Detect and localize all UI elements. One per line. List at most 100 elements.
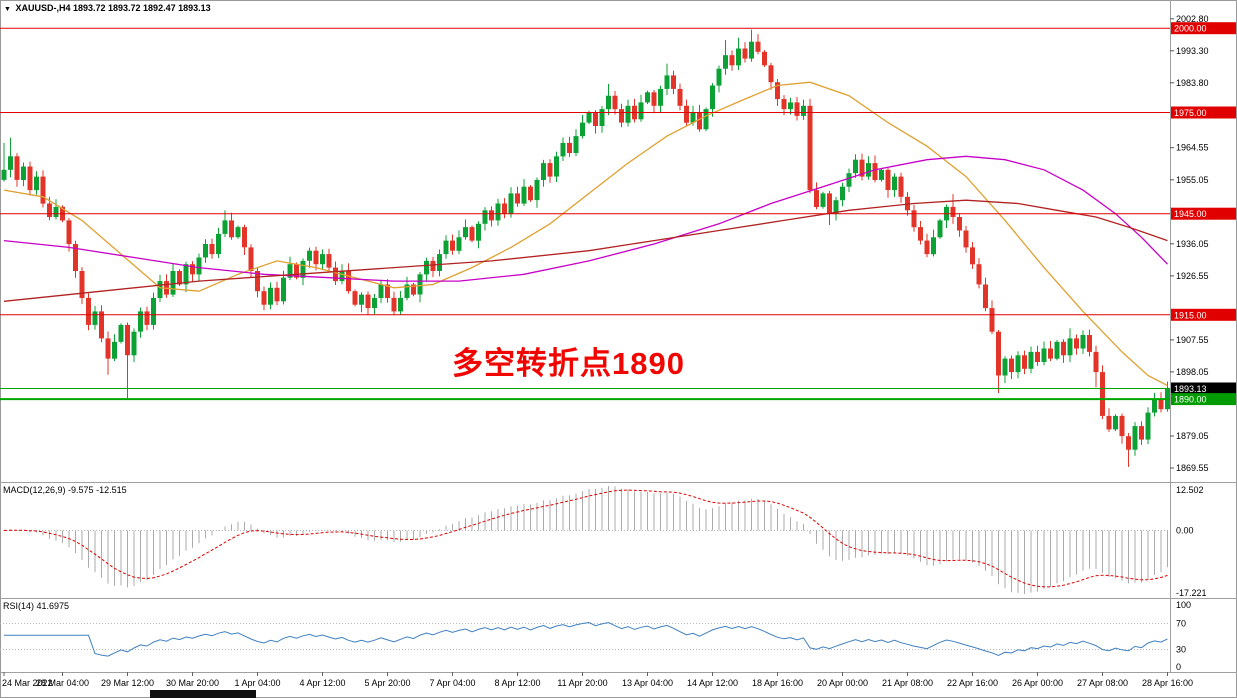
candle xyxy=(768,65,774,83)
candle xyxy=(840,186,845,201)
candle xyxy=(781,99,787,110)
candle xyxy=(567,142,572,153)
time-axis-label: 5 Apr 20:00 xyxy=(364,678,410,688)
time-axis-label: 8 Apr 12:00 xyxy=(494,678,540,688)
candle xyxy=(749,41,754,59)
rsi-axis-label: 70 xyxy=(1176,619,1186,629)
price-axis-label: 1955.05 xyxy=(1176,175,1209,185)
candle xyxy=(151,297,156,325)
candle xyxy=(593,112,598,126)
candle xyxy=(8,156,13,170)
chart-header: ▼ XAUUSD-,H4 1893.72 1893.72 1892.47 189… xyxy=(4,3,211,13)
time-axis-label: 28 Apr 16:00 xyxy=(1142,678,1193,688)
svg-text:2000.00: 2000.00 xyxy=(1174,24,1207,34)
macd-axis-label: -17.221 xyxy=(1176,588,1207,598)
candle xyxy=(1152,399,1157,413)
candle xyxy=(931,237,936,255)
candle xyxy=(352,291,358,305)
price-flag: 1890.00 xyxy=(1171,393,1236,406)
candle xyxy=(872,163,878,180)
rsi-title-label: RSI(14) xyxy=(3,601,35,611)
candle xyxy=(222,220,228,234)
candle xyxy=(898,176,904,197)
bottom-dark-strip xyxy=(150,690,256,698)
candle xyxy=(547,163,553,177)
time-axis-label: 1 Apr 04:00 xyxy=(234,678,280,688)
candle xyxy=(385,284,390,298)
candle xyxy=(131,331,137,356)
candle xyxy=(346,271,351,292)
candle xyxy=(287,264,293,278)
candle xyxy=(1015,355,1021,373)
time-axis-label: 22 Apr 16:00 xyxy=(947,678,998,688)
candle xyxy=(1061,341,1066,356)
candle xyxy=(183,264,189,285)
candle xyxy=(846,173,852,187)
candle xyxy=(196,257,202,275)
candle xyxy=(918,227,923,241)
candle xyxy=(235,227,241,238)
price-flag: 2000.00 xyxy=(1171,22,1236,35)
price-flag: 1975.00 xyxy=(1171,106,1236,119)
candle xyxy=(801,105,806,116)
candle xyxy=(1035,351,1040,362)
candle xyxy=(989,308,995,332)
candle xyxy=(391,297,397,312)
candle xyxy=(762,51,767,66)
price-axis-label: 1869.55 xyxy=(1176,463,1209,473)
candle xyxy=(619,109,624,123)
candle xyxy=(625,105,631,123)
candle xyxy=(664,75,670,89)
fast-ma-line xyxy=(3,81,1168,387)
chevron-down-icon[interactable]: ▼ xyxy=(4,6,11,13)
price-flag: 1945.00 xyxy=(1171,207,1236,220)
candle xyxy=(814,190,819,207)
time-axis-label: 20 Apr 00:00 xyxy=(817,678,868,688)
candle xyxy=(521,186,527,204)
price-axis-label: 1898.05 xyxy=(1176,367,1209,377)
candle xyxy=(1080,335,1086,349)
macd-axis-label: 12.502 xyxy=(1176,485,1204,495)
candle xyxy=(495,203,501,221)
candle xyxy=(430,260,436,271)
candle xyxy=(1048,348,1053,359)
symbol-period-label: XAUUSD-,H4 xyxy=(15,3,71,13)
candle xyxy=(482,210,488,224)
macd-value: -9.575 xyxy=(68,485,94,495)
candle xyxy=(209,244,215,255)
candle xyxy=(599,109,605,126)
candle xyxy=(671,75,676,89)
price-flag: 1893.13 xyxy=(1171,382,1236,395)
candle xyxy=(313,250,319,265)
candle xyxy=(138,311,143,332)
candle xyxy=(807,105,813,191)
candle xyxy=(651,92,657,106)
candle xyxy=(359,294,364,305)
rsi-axis-label: 30 xyxy=(1176,645,1186,655)
candle xyxy=(645,92,650,103)
candle xyxy=(606,95,611,110)
candle xyxy=(957,217,962,231)
candle xyxy=(1139,426,1144,440)
candle xyxy=(443,240,449,255)
candle xyxy=(398,297,403,312)
candle xyxy=(879,169,884,180)
candle xyxy=(788,102,793,110)
candle xyxy=(1132,426,1138,450)
price-axis[interactable]: 2002.80 1993.30 1983.80 1964.55 1955.05 1936.… xyxy=(1170,14,1209,473)
macd-histogram xyxy=(10,486,1168,594)
price-axis-label: 1879.05 xyxy=(1176,431,1209,441)
candle xyxy=(534,179,540,201)
candle xyxy=(638,102,644,120)
slow-ma-line xyxy=(3,199,1168,302)
candle xyxy=(1126,436,1131,450)
candle xyxy=(1,169,7,180)
candle xyxy=(92,311,98,325)
candle xyxy=(515,193,520,204)
candle xyxy=(755,41,761,52)
time-axis-label: 7 Apr 04:00 xyxy=(429,678,475,688)
chart-annotation-text[interactable]: 多空转折点1890 xyxy=(452,346,685,381)
candle xyxy=(580,122,585,137)
